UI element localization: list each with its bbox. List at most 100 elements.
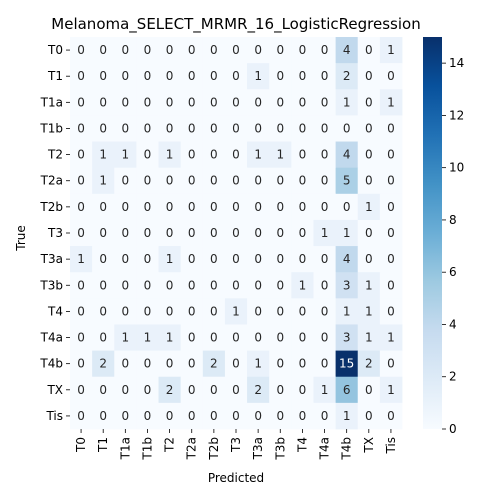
cell-value-label: 0 [188,69,196,83]
heatmap-cell [269,63,292,90]
heatmap-cell [158,115,182,142]
y-tick-label: Tis [45,409,63,423]
heatmap-cell [313,324,336,351]
colorbar-tick-label: 2 [449,370,457,384]
heatmap-cell [202,37,226,64]
cell-value-label: 0 [321,331,329,345]
heatmap-cell [158,63,182,90]
cell-value-label: 0 [365,69,373,83]
heatmap-cell [247,246,270,273]
heatmap-cell [202,193,226,221]
x-tick-labels: T0 T1 T1a T1b T2 T2a T2b T3 T3a T3b T4 T4a T4b TX Tis [74,429,398,461]
cell-value-label: 0 [343,121,351,135]
heatmap-cell [92,63,115,90]
x-tick-label: T1a [118,437,132,460]
cell-value-label: 0 [166,226,174,240]
cell-value-label: 0 [77,357,85,371]
heatmap-cell [70,141,93,169]
cell-value-label: 3 [343,331,351,345]
heatmap-cell [224,193,248,221]
heatmap-cell [224,37,248,64]
heatmap-cell [202,376,226,404]
cell-value-label: 0 [77,43,85,57]
cell-value-label: 0 [188,331,196,345]
heatmap-cell [224,89,248,116]
heatmap-cell [202,115,226,142]
heatmap-cell [114,115,137,142]
y-tick-label: T1 [47,69,63,83]
cell-value-label: 4 [343,252,351,266]
heatmap-cell [247,350,270,378]
cell-value-label: 0 [254,278,262,292]
heatmap-cell [180,63,204,90]
heatmap-cell [114,272,137,299]
colorbar-tick-label: 8 [449,213,457,227]
heatmap-cell [247,376,270,404]
cell-value-label: 0 [77,200,85,214]
cell-value-label: 0 [122,252,130,266]
cell-value-label: 0 [387,69,395,83]
cell-value-label: 0 [166,69,174,83]
cell-value-label: 0 [232,331,240,345]
heatmap-cell [357,63,381,90]
cell-value-label: 15 [339,357,354,371]
cell-value-label: 0 [77,226,85,240]
cell-value-label: 0 [276,357,284,371]
heatmap-cell [180,324,204,351]
heatmap-cell [114,37,137,64]
heatmap-cell [136,272,159,299]
cell-value-label: 0 [122,409,130,423]
heatmap-cell [379,246,403,273]
cell-value-label: 0 [299,383,307,397]
colorbar-tick-label: 0 [449,422,457,436]
colorbar-tick-label: 4 [449,317,457,331]
cell-value-label: 0 [321,409,329,423]
heatmap-cell [70,350,93,378]
heatmap-cell [269,37,292,64]
cell-value-label: 0 [365,252,373,266]
heatmap-cell [158,350,182,378]
cell-value-label: 0 [99,304,107,318]
cell-value-label: 0 [232,252,240,266]
cell-value-label: 0 [387,409,395,423]
heatmap-cell [291,167,314,195]
cell-value-label: 1 [365,304,373,318]
cell-value-label: 0 [299,174,307,188]
cell-value-label: 0 [188,409,196,423]
cell-value-label: 0 [321,148,329,162]
cell-value-label: 3 [343,278,351,292]
cell-value-label: 0 [210,278,218,292]
cell-value-label: 0 [210,174,218,188]
cell-value-label: 0 [276,252,284,266]
cell-value-label: 0 [77,304,85,318]
cell-value-label: 0 [99,383,107,397]
cell-value-label: 0 [254,304,262,318]
cell-value-label: 0 [210,226,218,240]
x-tick-label: T3a [251,437,265,460]
cell-value-label: 0 [321,304,329,318]
cell-value-label: 0 [77,174,85,188]
cell-value-label: 0 [99,278,107,292]
heatmap-cell [379,376,403,404]
heatmap-cell [92,219,115,247]
cell-value-label: 0 [254,121,262,135]
heatmap-cell [269,402,292,430]
cell-value-label: 0 [232,226,240,240]
heatmap-cell [379,219,403,247]
cell-value-label: 0 [254,409,262,423]
cell-value-label: 0 [254,200,262,214]
cell-value-label: 1 [122,331,130,345]
heatmap-cell [202,63,226,90]
heatmap-cell [224,63,248,90]
heatmap-cell [114,402,137,430]
heatmap-cell [70,37,93,64]
cell-value-label: 0 [299,43,307,57]
y-tick-label: T4 [47,304,63,318]
heatmap-cell [70,298,93,325]
cell-value-label: 0 [188,43,196,57]
y-axis-label: True [14,225,28,252]
heatmap-cell [136,37,159,64]
cell-value-label: 1 [365,278,373,292]
cell-value-label: 0 [144,357,152,371]
